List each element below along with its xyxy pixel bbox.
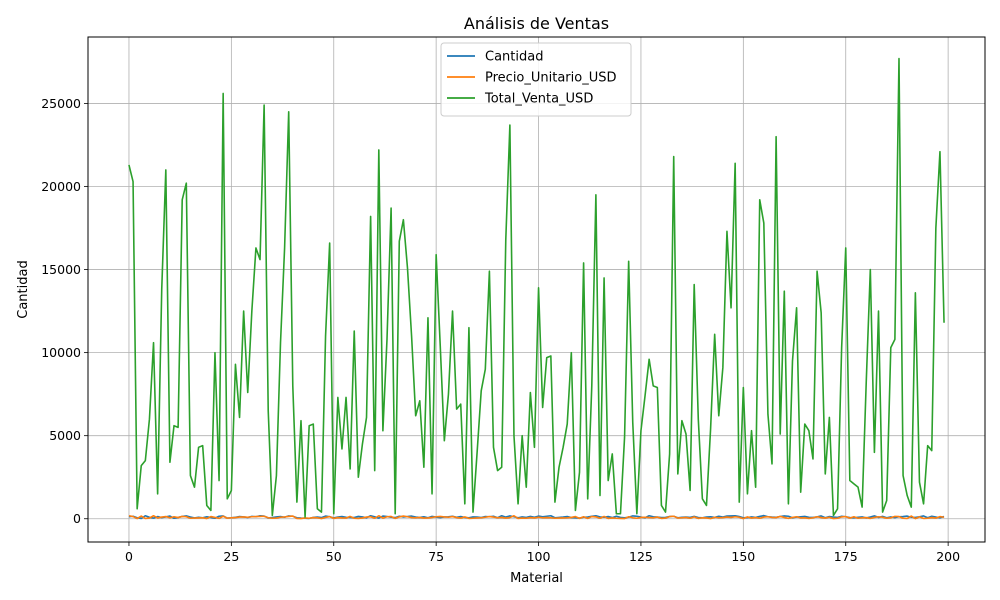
plot-frame [87, 36, 986, 543]
x-axis-ticks: 0 25 50 75 100 125 150 175 200 [125, 542, 960, 564]
x-tick-label: 175 [834, 549, 858, 564]
legend: Cantidad Precio_Unitario_USD Total_Venta_U… [440, 42, 632, 117]
legend-entry: Cantidad [485, 50, 543, 65]
series-line-total-venta-usd [128, 57, 945, 518]
x-tick-label: 125 [629, 549, 653, 564]
series-layer [128, 57, 945, 520]
y-tick-label: 15000 [41, 262, 81, 277]
y-axis-label: Cantidad [16, 260, 31, 318]
plot-area [88, 37, 985, 542]
y-tick-label: 0 [73, 511, 81, 526]
series-line-precio-unitario-usd [128, 514, 945, 520]
y-axis-ticks: 0 5000 10000 15000 20000 25000 [41, 96, 88, 526]
x-tick-label: 50 [326, 549, 342, 564]
x-tick-label: 100 [527, 549, 551, 564]
y-tick-label: 5000 [49, 428, 81, 443]
y-tick-label: 20000 [41, 179, 81, 194]
legend-entry: Total_Venta_USD [484, 92, 593, 107]
legend-box [440, 42, 632, 117]
x-tick-label: 75 [428, 549, 444, 564]
legend-entry: Precio_Unitario_USD [485, 71, 617, 86]
x-tick-label: 200 [936, 549, 960, 564]
y-tick-label: 10000 [41, 345, 81, 360]
chart-title: Análisis de Ventas [464, 14, 609, 33]
x-axis-label: Material [510, 571, 563, 586]
y-tick-label: 25000 [41, 96, 81, 111]
x-tick-label: 0 [125, 549, 133, 564]
x-tick-label: 25 [223, 549, 239, 564]
x-tick-label: 150 [731, 549, 755, 564]
